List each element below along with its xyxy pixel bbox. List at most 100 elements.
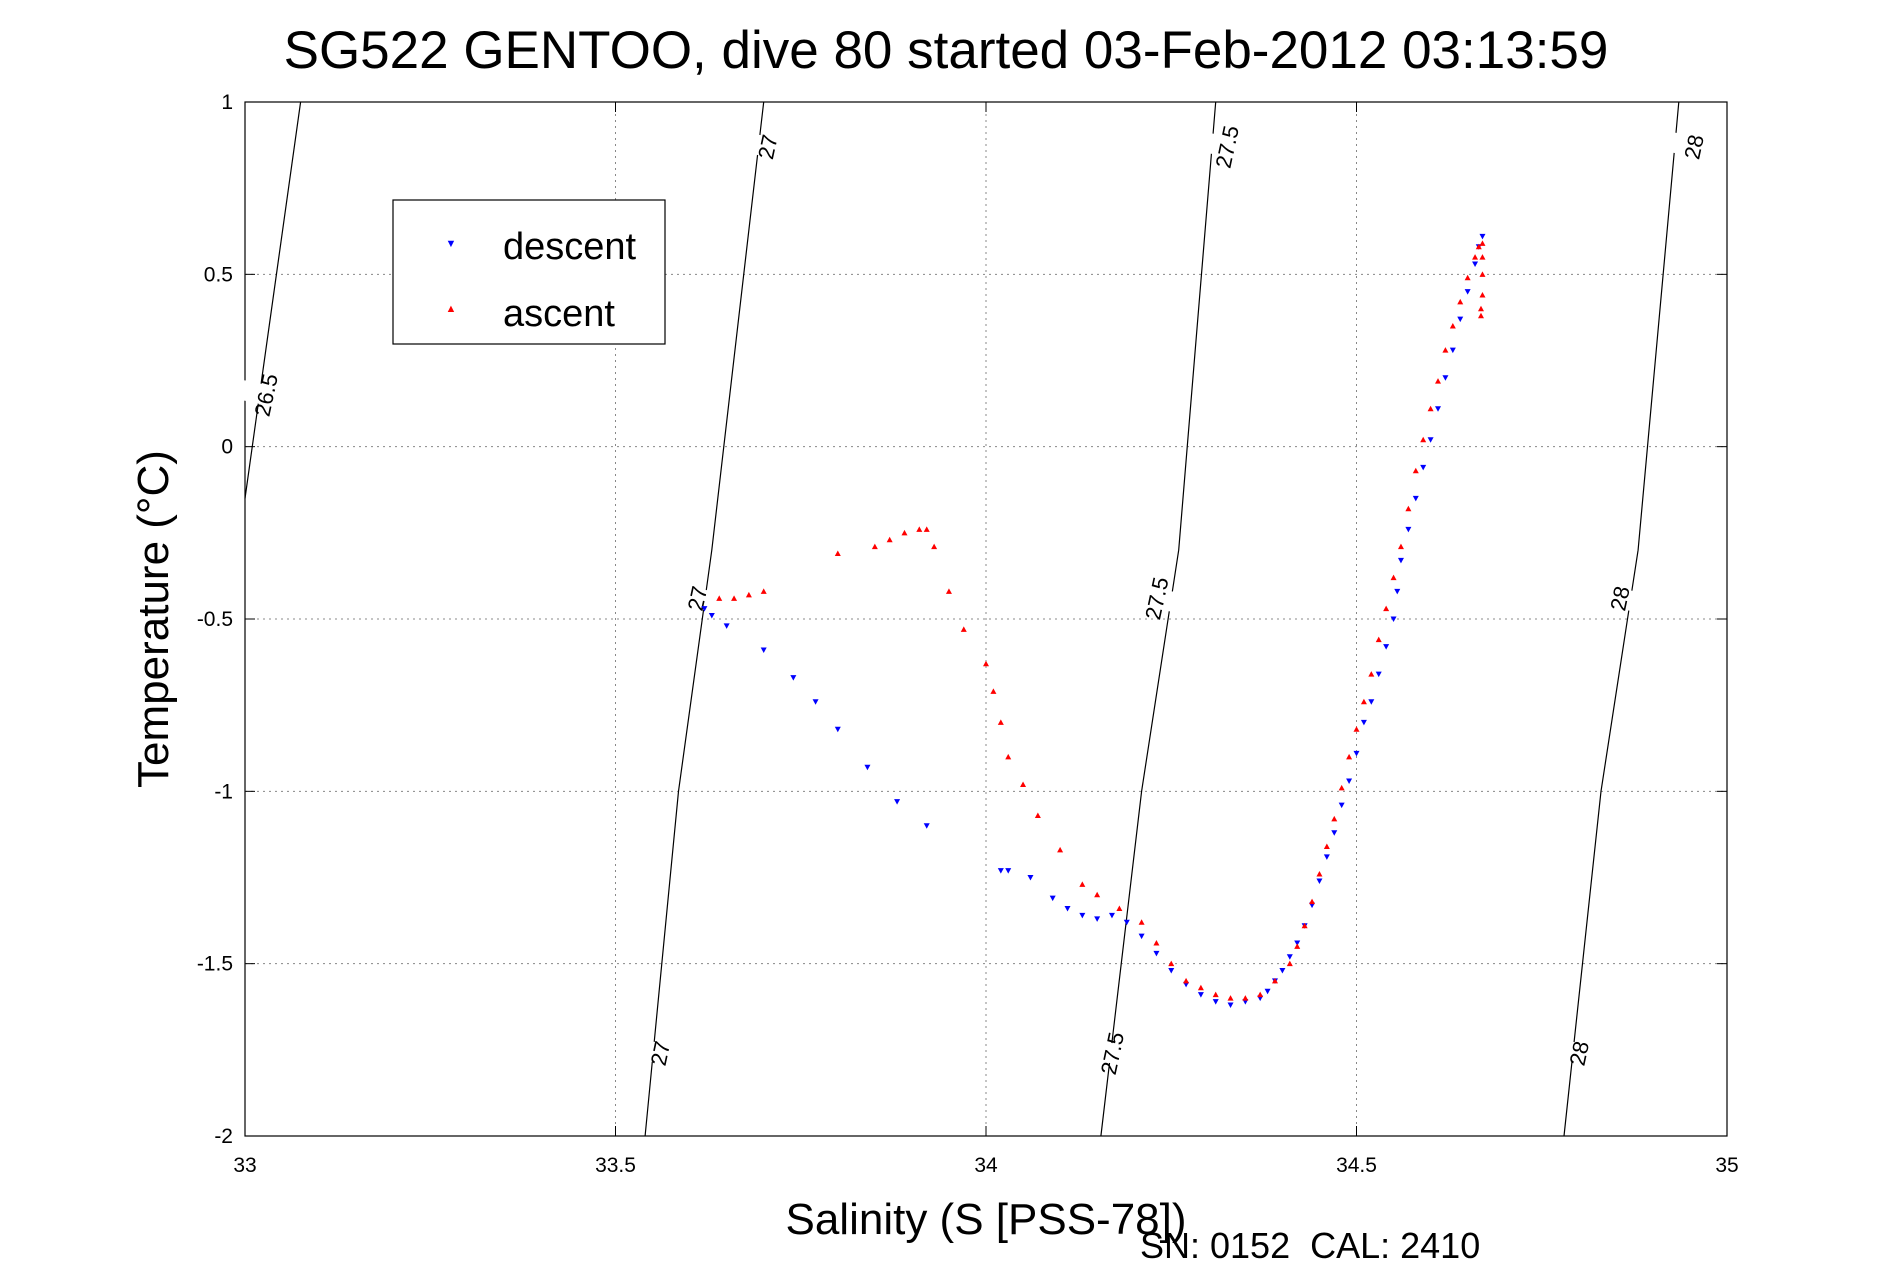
descent-point xyxy=(1108,912,1115,919)
ascent-point xyxy=(945,588,952,594)
descent-point xyxy=(1435,406,1442,412)
descent-point xyxy=(1079,912,1086,919)
descent-point xyxy=(1338,802,1345,809)
descent-point xyxy=(1442,375,1449,381)
data-points xyxy=(701,233,1486,1009)
x-tick-label: 34 xyxy=(974,1154,998,1177)
ascent-point xyxy=(1375,636,1382,643)
descent-point xyxy=(1227,1002,1234,1009)
ascent-point xyxy=(1427,405,1434,412)
descent-point xyxy=(1346,778,1353,784)
legend-label-descent: descent xyxy=(503,226,637,268)
descent-point xyxy=(790,675,797,681)
contour-label: 28 xyxy=(1679,132,1709,161)
ascent-point xyxy=(1383,605,1390,612)
y-tick-label: 0.5 xyxy=(204,263,233,286)
density-contour-line xyxy=(644,101,765,1137)
descent-point xyxy=(1375,671,1382,678)
descent-point xyxy=(1420,464,1427,471)
descent-point xyxy=(1094,916,1101,922)
ascent-point xyxy=(983,660,989,667)
descent-point xyxy=(1323,854,1330,860)
ascent-point xyxy=(1094,891,1101,898)
y-tick-label: -1.5 xyxy=(197,953,233,976)
legend-box xyxy=(392,199,666,345)
descent-point xyxy=(1360,719,1367,726)
descent-point xyxy=(834,726,841,733)
descent-point xyxy=(760,647,767,654)
ascent-point xyxy=(1138,919,1145,925)
y-tick-label: -1 xyxy=(214,780,233,803)
descent-point xyxy=(1449,347,1456,354)
ascent-point xyxy=(1442,347,1449,353)
ascent-point xyxy=(1405,505,1412,512)
descent-point xyxy=(1405,526,1412,533)
y-axis-label: Temperature (°C) xyxy=(129,450,178,788)
descent-point xyxy=(997,868,1004,874)
x-axis-label: Salinity (S [PSS-78]) xyxy=(785,1195,1186,1244)
ascent-point xyxy=(990,688,997,694)
contour-label-bg xyxy=(1130,583,1182,614)
ascent-point xyxy=(1005,753,1012,760)
ascent-point xyxy=(1168,960,1175,967)
descent-point xyxy=(1479,233,1486,240)
descent-point xyxy=(864,764,871,771)
legend-label-ascent: ascent xyxy=(503,293,615,335)
descent-point xyxy=(723,623,730,629)
descent-point xyxy=(1368,699,1375,705)
ascent-point xyxy=(916,526,923,532)
contour-label-bg xyxy=(1553,1038,1605,1069)
ascent-point xyxy=(1338,784,1345,791)
descent-point xyxy=(1294,940,1301,946)
ascent-point xyxy=(1034,812,1041,818)
ascent-point xyxy=(1360,698,1367,705)
contour-label-bg xyxy=(1086,1038,1138,1069)
footer-serial-cal: SN: 0152 CAL: 2410 xyxy=(1140,1225,1480,1262)
ascent-point xyxy=(1390,574,1397,581)
ascent-point xyxy=(1227,995,1234,1001)
descent-point xyxy=(1472,261,1479,267)
descent-point xyxy=(1457,316,1464,323)
ascent-point xyxy=(1116,905,1123,912)
ascent-point xyxy=(1457,298,1464,305)
ascent-point xyxy=(1331,815,1338,822)
descent-point xyxy=(1390,616,1397,622)
x-tick-label: 33.5 xyxy=(595,1154,636,1177)
y-tick-label: 1 xyxy=(221,91,233,114)
ascent-point xyxy=(1435,378,1442,384)
ascent-point xyxy=(1479,292,1486,298)
y-tick-label: 0 xyxy=(221,436,233,459)
descent-point xyxy=(1138,933,1145,940)
x-tick-label: 33 xyxy=(233,1154,256,1177)
descent-point xyxy=(894,799,901,805)
legend-marker-ascent: ▲ xyxy=(446,303,457,315)
ascent-point xyxy=(745,591,752,598)
ascent-point xyxy=(1242,995,1249,1001)
descent-point xyxy=(1005,868,1012,874)
x-tick-label: 34.5 xyxy=(1336,1154,1377,1177)
descent-point xyxy=(708,613,715,619)
ascent-point xyxy=(1412,467,1419,474)
descent-point xyxy=(1153,950,1160,957)
ascent-point xyxy=(931,543,938,550)
ascent-point xyxy=(1346,753,1353,760)
ascent-point xyxy=(1212,991,1219,998)
contour-label-bg xyxy=(741,132,793,162)
contour-label-bg xyxy=(1594,583,1646,614)
ascent-point xyxy=(1420,436,1427,443)
descent-point xyxy=(1049,895,1056,902)
descent-point xyxy=(1353,750,1360,757)
ascent-point xyxy=(1309,898,1316,905)
ascent-point xyxy=(886,536,893,543)
ascent-point xyxy=(1397,543,1404,550)
ascent-point xyxy=(1153,939,1160,946)
descent-point xyxy=(1412,495,1419,502)
descent-point xyxy=(1331,830,1338,836)
descent-point xyxy=(1397,557,1404,564)
descent-point xyxy=(1168,968,1175,974)
contour-label-bg xyxy=(1668,132,1720,162)
legend-marker-descent: ▼ xyxy=(446,238,457,250)
descent-point xyxy=(1027,875,1034,881)
ascent-point xyxy=(1368,671,1375,677)
contour-label-bg xyxy=(671,583,723,614)
